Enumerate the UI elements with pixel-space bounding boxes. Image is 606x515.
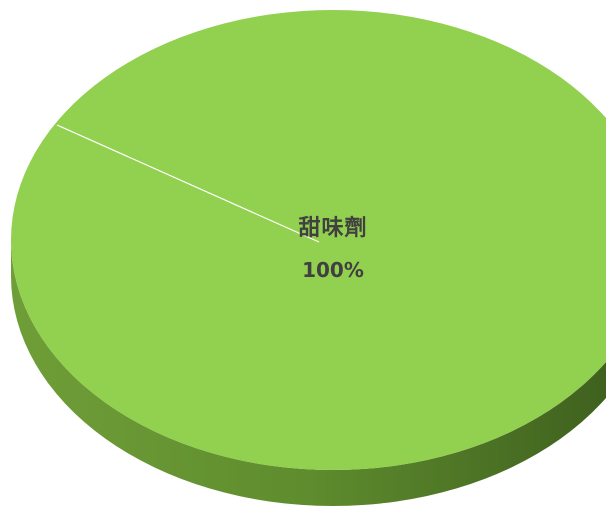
pie-side-extrusion (11, 240, 606, 506)
pie-slice-top (11, 10, 606, 470)
pie-slice-edge-line (56, 124, 320, 243)
